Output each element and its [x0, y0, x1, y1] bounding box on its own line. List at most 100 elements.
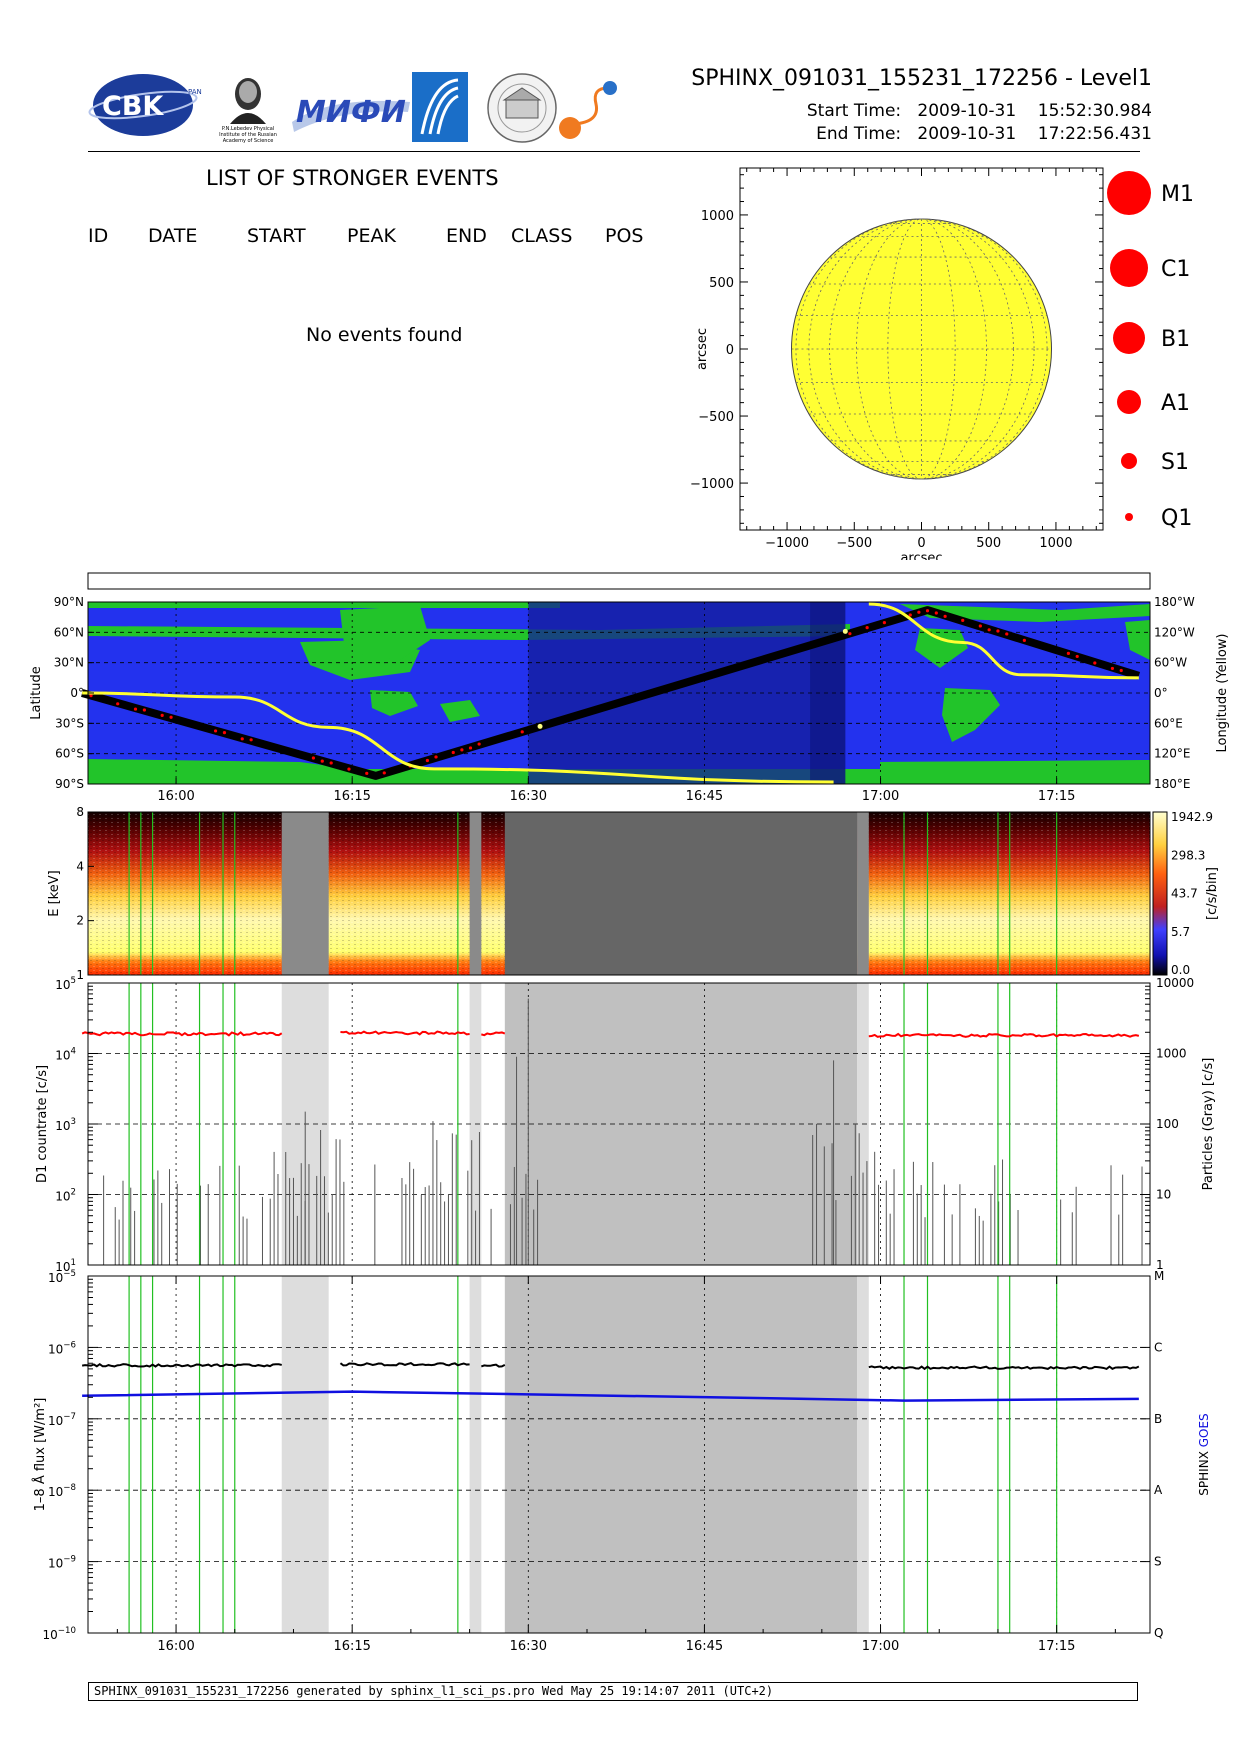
orbit-night-shade — [528, 602, 846, 784]
spectrogram-ytick-label: 2 — [76, 914, 84, 928]
orbit-ytick-right-label: 60°W — [1154, 656, 1187, 670]
col-class: CLASS — [511, 225, 573, 247]
legend-label-q1: Q1 — [1161, 506, 1192, 531]
countrate-ytick-label: 104 — [55, 1047, 76, 1063]
track-dot — [1022, 638, 1026, 642]
sun-xtick-label: 0 — [917, 536, 925, 551]
flux-ytick-label: 10−9 — [48, 1555, 76, 1571]
particles-ytick-label: 10 — [1156, 1188, 1171, 1202]
svg-text:Institute of the Russian: Institute of the Russian — [219, 132, 277, 138]
track-dot — [434, 755, 438, 759]
track-dot — [917, 610, 921, 614]
countrate-ylabel-left: D1 countrate [c/s] — [35, 1065, 50, 1183]
flux-ytick-label: 10−5 — [48, 1269, 76, 1285]
header-divider — [88, 151, 1140, 152]
track-dot — [160, 713, 164, 717]
flux-ytick-label: 10−8 — [48, 1483, 76, 1499]
spectrogram-gap — [281, 812, 329, 975]
colorbar-tick-label: 1942.9 — [1171, 810, 1213, 824]
flux-ytick-label: 10−6 — [48, 1340, 76, 1356]
iki-logo — [412, 72, 468, 142]
land-mass — [340, 606, 430, 660]
legend-label-a1: A1 — [1161, 391, 1190, 416]
orbit-ylabel-right: Longitude (Yellow) — [1215, 634, 1230, 753]
sphinx-flux-series — [868, 1365, 1140, 1371]
particles-ytick-label: 10000 — [1156, 976, 1194, 990]
miphi-logo: МИФИ — [290, 84, 412, 136]
spectrogram-ytick-label: 4 — [76, 859, 84, 873]
time-series-panels: 90°N 180°W 60°N 120°W 30°N 60°W 0° 0° 30°S 60°E 60… — [29, 572, 1230, 1654]
col-id: ID — [88, 225, 109, 247]
orbit-ytick-right-label: 180°W — [1154, 595, 1195, 609]
countrate-ytick-label: 102 — [55, 1188, 76, 1204]
orbit-ytick-right-label: 180°E — [1154, 777, 1191, 791]
goes-class-label: A — [1154, 1483, 1163, 1497]
sun-ytick-label: 0 — [726, 343, 734, 358]
goes-class-label: B — [1154, 1412, 1162, 1426]
flux-xtick-label: 16:45 — [686, 1639, 723, 1654]
track-dot — [1110, 666, 1115, 671]
countrate-ylabel-right: Particles (Gray) [c/s] — [1201, 1058, 1216, 1191]
track-dot — [925, 609, 930, 613]
orbit-ytick-left-label: 0° — [70, 686, 84, 700]
university-seal-logo — [486, 72, 558, 144]
legend-label-b1: B1 — [1161, 327, 1190, 352]
sun-ylabel: arcsec — [695, 328, 710, 370]
col-peak: PEAK — [347, 225, 396, 247]
d1-countrate-series — [868, 1032, 1140, 1038]
colorbar-tick-label: 43.7 — [1171, 887, 1198, 901]
sun-ytick-label: −1000 — [690, 477, 734, 492]
spectrogram-ylabel: E [keV] — [47, 870, 62, 916]
goes-class-label: S — [1154, 1555, 1162, 1569]
orbit-ytick-right-label: 0° — [1154, 686, 1168, 700]
sun-xtick-label: 1000 — [1039, 536, 1072, 551]
sphinx-flux-series — [81, 1363, 282, 1368]
flux-ytick-label: 10−7 — [48, 1412, 76, 1428]
flux-xtick-label: 16:15 — [333, 1639, 370, 1654]
track-dot — [133, 707, 138, 711]
lebedev-logo: P.N.Lebedev Physical Institute of the Ru… — [210, 72, 286, 144]
sun-xlabel: arcsec — [900, 551, 942, 560]
solar-grid — [791, 218, 1052, 480]
track-dot — [1075, 654, 1079, 659]
spectrogram-ytick-label: 1 — [76, 968, 84, 982]
flux-gap — [281, 1276, 329, 1633]
orbit-ytick-left-label: 30°S — [55, 716, 84, 730]
land-mass — [915, 628, 968, 668]
legend-marker-b1 — [1113, 322, 1145, 354]
start-time-row: Start Time: 2009-10-31 15:52:30.984 — [806, 101, 1152, 121]
flux-xtick-label: 17:15 — [1038, 1639, 1075, 1654]
countrate-ytick-label: 103 — [55, 1117, 76, 1133]
track-dot — [943, 614, 947, 618]
land-mass — [370, 690, 418, 716]
orbit-xtick-label: 17:00 — [862, 789, 899, 804]
longitude-line — [856, 218, 987, 480]
track-dot — [213, 729, 218, 733]
flux-ylabel-right: SPHINX GOES — [1197, 1413, 1211, 1495]
orbit-ytick-left-label: 90°N — [54, 595, 84, 609]
track-dot — [311, 756, 315, 760]
sun-xtick-label: 500 — [976, 536, 1001, 551]
track-dot — [240, 737, 244, 741]
orbit-grid — [88, 602, 1150, 784]
flux-ylabel-left: 1–8 Å flux [W/m²] — [32, 1398, 48, 1512]
orbit-xtick-label: 16:30 — [510, 789, 547, 804]
sun-ytick-label: 500 — [709, 276, 734, 291]
land-mass — [88, 759, 360, 772]
colorbar-label: [c/s/bin] — [1205, 867, 1220, 920]
track-dot — [116, 702, 120, 706]
track-dot — [520, 730, 524, 734]
sun-xtick-label: −500 — [836, 536, 872, 551]
countrate-gap — [504, 983, 858, 1265]
col-pos: POS — [605, 225, 644, 247]
flux-gap — [857, 1276, 869, 1633]
colorbar-tick-label: 298.3 — [1171, 848, 1205, 862]
track-dot — [978, 624, 982, 628]
track-dot — [961, 618, 965, 622]
legend-label-m1: M1 — [1161, 182, 1194, 207]
flux-ylabel-goes: GOES — [1197, 1413, 1211, 1447]
flux-xtick-label: 16:30 — [510, 1639, 547, 1654]
track-dot — [249, 738, 253, 742]
cbk-logo: CBK PAN — [88, 72, 208, 138]
track-dot — [1119, 668, 1123, 673]
